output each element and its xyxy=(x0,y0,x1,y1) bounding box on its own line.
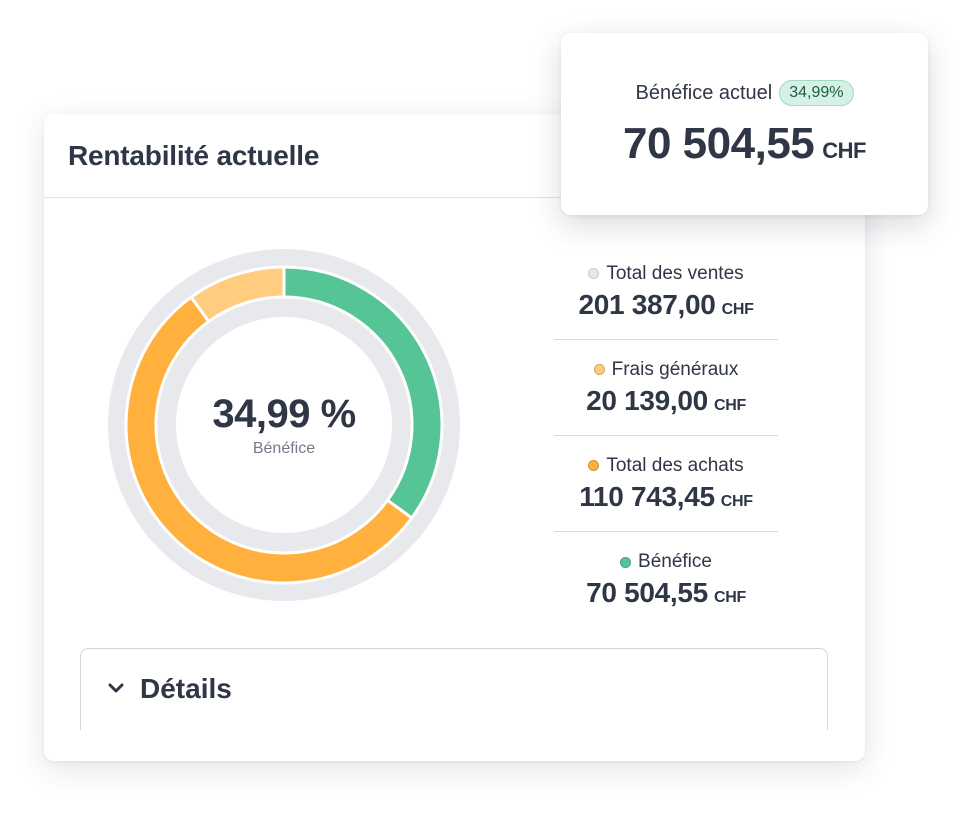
profit-percent-badge: 34,99% xyxy=(779,80,854,106)
stat-label: Total des achats xyxy=(606,454,744,476)
stat-label: Frais généraux xyxy=(611,358,739,380)
donut-slice-overhead xyxy=(189,265,286,324)
stat-total-sales: Total des ventes 201 387,00 CHF xyxy=(554,244,778,340)
current-profit-currency: CHF xyxy=(822,138,866,163)
stat-currency: CHF xyxy=(720,492,753,510)
current-profit-label: Bénéfice actuel xyxy=(635,81,773,104)
stat-profit: Bénéfice 70 504,55 CHF xyxy=(554,532,778,628)
donut-center-label: Bénéfice xyxy=(252,440,316,457)
stat-overhead: Frais généraux 20 139,00 CHF xyxy=(554,340,778,436)
stat-label: Total des ventes xyxy=(606,262,744,284)
card-title: Rentabilité actuelle xyxy=(68,140,320,171)
donut-center: 34,99 % Bénéfice xyxy=(104,245,464,605)
legend-dot-icon xyxy=(620,556,632,568)
donut-svg xyxy=(108,249,460,601)
stat-total-purchases: Total des achats 110 743,45 CHF xyxy=(554,436,778,532)
current-profit-card: Bénéfice actuel 34,99% 70 504,55 CHF xyxy=(561,33,928,215)
details-label[interactable]: Détails xyxy=(140,673,232,704)
profitability-card: Rentabilité actuelle 34,99 % Bénéfice To… xyxy=(44,114,865,761)
legend-dot-icon xyxy=(588,460,600,471)
stat-currency: CHF xyxy=(721,300,754,318)
details-accordion[interactable]: Détails xyxy=(80,648,828,730)
stat-currency: CHF xyxy=(713,396,746,414)
chevron-down-icon[interactable] xyxy=(107,681,125,695)
stat-value: 70 504,55 xyxy=(586,577,708,608)
stat-value: 20 139,00 xyxy=(586,384,708,416)
profit-donut-chart: 34,99 % Bénéfice xyxy=(104,245,464,605)
stat-label: Bénéfice xyxy=(638,551,712,572)
stat-currency: CHF xyxy=(713,589,746,606)
legend-dot-icon xyxy=(593,364,605,375)
stats-list: Total des ventes 201 387,00 CHF Frais gén… xyxy=(554,244,778,628)
card-header: Rentabilité actuelle xyxy=(44,114,865,198)
legend-dot-icon xyxy=(588,268,600,279)
stat-value: 110 743,45 xyxy=(579,480,715,512)
donut-center-value: 34,99 % xyxy=(212,392,356,436)
donut-inner-disc xyxy=(176,317,392,533)
donut-slice-purchases xyxy=(124,295,414,585)
stat-value: 201 387,00 xyxy=(578,288,716,320)
current-profit-value: 70 504,55 xyxy=(623,119,815,168)
